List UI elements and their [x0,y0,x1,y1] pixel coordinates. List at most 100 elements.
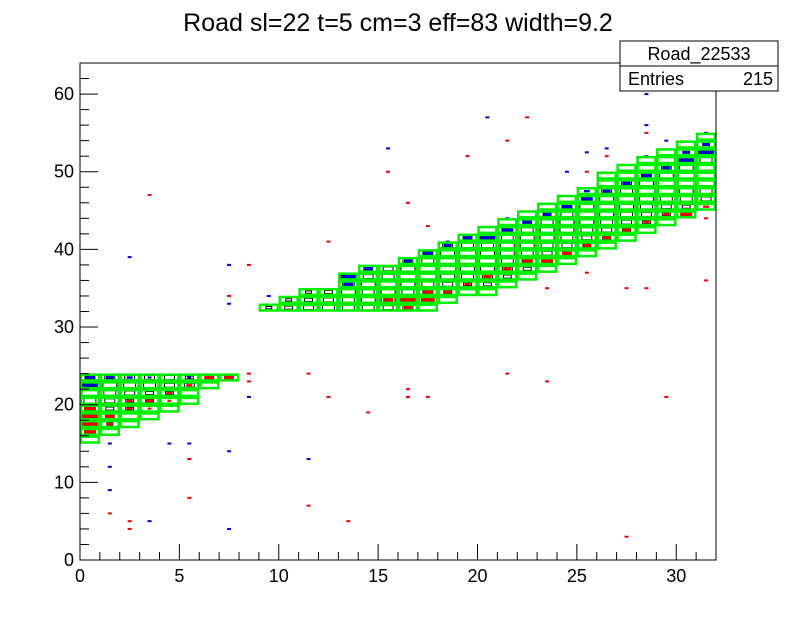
road-cell [298,295,319,304]
road-cell [536,264,558,273]
road-cell [139,412,160,421]
road-cell [656,163,677,172]
road-cell [695,155,717,165]
blue-hit-cell [306,458,311,461]
road-cell [695,194,717,204]
road-cell [397,256,419,266]
red-hit-cell [604,155,609,158]
road-cell [159,373,180,382]
x-tick-label: 0 [75,566,85,586]
road-cell [576,225,597,235]
road-cell [377,287,399,297]
road-cell [536,225,558,235]
road-cell [298,287,319,297]
road-cell [596,225,617,235]
road-cell [596,241,617,250]
blue-hit-cell [678,156,695,164]
road-cell [676,155,697,165]
road-cell [159,388,180,398]
blue-hit-cell [340,273,357,280]
road-cell [556,202,578,211]
road-cell [397,264,419,273]
box-cell [125,398,135,403]
red-hit-cell [306,504,311,507]
road-cell [616,179,637,188]
road-cell [517,210,538,219]
road-cell [99,388,120,398]
box-cell [284,305,294,310]
red-hit-cell [420,297,435,303]
red-hit-cell [622,228,631,232]
road-cell [497,256,518,266]
blue-hit-cell [422,251,433,256]
red-hit-cell [366,411,371,414]
road-cell [695,187,717,196]
blue-hit-cell [403,259,412,263]
red-hit-cell [584,271,589,274]
road-cell [536,249,558,258]
blue-hit-cell [641,173,652,178]
road-cell [616,202,637,211]
red-hit-cell [127,520,132,523]
road-cell [79,373,101,382]
red-hit-cell [405,395,410,398]
road-cell [636,218,657,227]
box-cell [265,305,273,310]
red-hit-cell [126,407,133,410]
box-cell [641,220,651,225]
x-tick-label: 5 [174,566,184,586]
road-cell [576,233,597,242]
road-cell [119,412,140,421]
road-cell [556,249,578,258]
road-cell [457,241,478,250]
y-tick-label: 40 [54,239,74,259]
box-cell [125,406,135,411]
red-hit-cell [703,205,710,208]
road-cell [457,256,478,266]
road-cell [676,210,697,219]
red-hit-cell [545,287,550,290]
road-cell [636,163,657,172]
road-cell [636,225,657,235]
road-cell [457,233,478,242]
road-cell [318,287,339,297]
blue-hit-cell [564,170,569,173]
road-cell [199,381,220,390]
blue-hit-cell [501,227,514,233]
road-cell [497,225,518,235]
road-cell [695,163,717,172]
red-hit-cell [306,372,311,375]
road-cell [79,435,101,444]
road-cell [695,140,717,149]
road-cell [119,381,140,390]
red-hit-cell [464,283,471,286]
blue-hit-cell [363,266,374,271]
road-cell [536,241,558,250]
red-hit-cell [167,399,172,402]
road-cell [517,241,538,250]
road-cell [497,272,518,281]
stats-entries-value: 215 [743,69,773,89]
road-cell [417,295,438,304]
y-tick-label: 50 [54,162,74,182]
road-cell [477,287,498,297]
red-hit-cell [503,267,512,271]
road-cell [79,381,101,390]
blue-hit-cell [543,212,552,216]
road-cell [179,388,200,398]
road-cell [99,381,120,390]
red-hit-cell [483,275,492,279]
red-hit-cell [704,279,709,282]
road-cell [338,303,359,312]
road-cell [656,194,677,204]
red-hit-cell [644,287,649,290]
road-cell [596,233,617,242]
red-hit-cell [584,170,589,173]
road-cell [517,249,538,258]
stats-entries-label: Entries [628,69,684,89]
red-hit-cell [224,375,235,380]
red-hit-cell [399,296,416,303]
road-cell [99,412,120,421]
road-cell [517,233,538,242]
blue-hit-cell [443,243,452,248]
